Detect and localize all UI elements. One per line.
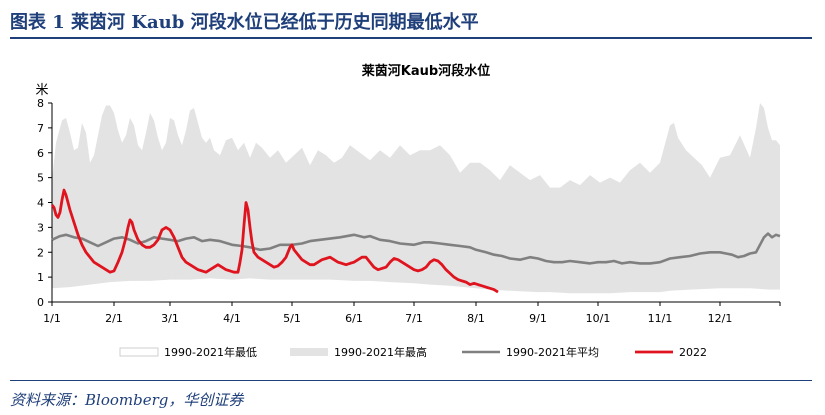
y-tick-label: 4 bbox=[37, 197, 44, 210]
legend-min-swatch bbox=[119, 347, 159, 357]
series-average-line bbox=[51, 232, 781, 265]
y-tick-label: 7 bbox=[37, 122, 44, 135]
series-max-area bbox=[52, 103, 780, 302]
y-tick-label: 1 bbox=[37, 271, 44, 284]
x-tick-label: 8/1 bbox=[467, 312, 485, 325]
x-tick-label: 1/1 bbox=[43, 312, 61, 325]
legend-max-label: 1990-2021年最高 bbox=[334, 345, 427, 359]
x-tick-label: 2/1 bbox=[105, 312, 123, 325]
figure-header: 图表 1 莱茵河 Kaub 河段水位已经低于历史同期最低水平 bbox=[10, 6, 810, 36]
x-tick-label: 6/1 bbox=[345, 312, 363, 325]
x-tick-label: 3/1 bbox=[161, 312, 179, 325]
x-tick-label: 4/1 bbox=[223, 312, 241, 325]
x-tick-label: 5/1 bbox=[283, 312, 301, 325]
chart-title: 莱茵河Kaub河段水位 bbox=[362, 63, 490, 79]
figure-title: 图表 1 莱茵河 Kaub 河段水位已经低于历史同期最低水平 bbox=[10, 12, 479, 33]
y-tick-label: 0 bbox=[37, 296, 44, 309]
x-tick-label: 7/1 bbox=[405, 312, 423, 325]
y-tick-label: 8 bbox=[37, 97, 44, 110]
bottom-divider bbox=[10, 380, 812, 381]
x-tick-label: 10/1 bbox=[586, 312, 611, 325]
legend-2022-label: 2022 bbox=[679, 346, 707, 359]
y-tick-label: 5 bbox=[37, 172, 44, 185]
y-tick-label: 2 bbox=[37, 246, 44, 259]
legend-max-swatch bbox=[290, 348, 328, 356]
legend-average-label: 1990-2021年平均 bbox=[506, 345, 599, 359]
x-tick-label: 12/1 bbox=[708, 312, 733, 325]
top-divider bbox=[10, 37, 812, 39]
y-axis-label: 米 bbox=[35, 83, 48, 98]
y-tick-label: 3 bbox=[37, 221, 44, 234]
y-tick-label: 6 bbox=[37, 147, 44, 160]
x-tick-label: 11/1 bbox=[648, 312, 673, 325]
source-note: 资料来源：Bloomberg，华创证券 bbox=[10, 391, 244, 409]
x-tick-label: 9/1 bbox=[529, 312, 547, 325]
legend-min-label: 1990-2021年最低 bbox=[164, 345, 257, 359]
series-min-area bbox=[52, 278, 780, 302]
chart: 莱茵河Kaub河段水位 0 1 2 3 4 5 6 7 8米 1/1 2/1 3/1 4/1 5/1 6/1 7… bbox=[35, 63, 781, 359]
series-2022-line bbox=[50, 188, 499, 294]
